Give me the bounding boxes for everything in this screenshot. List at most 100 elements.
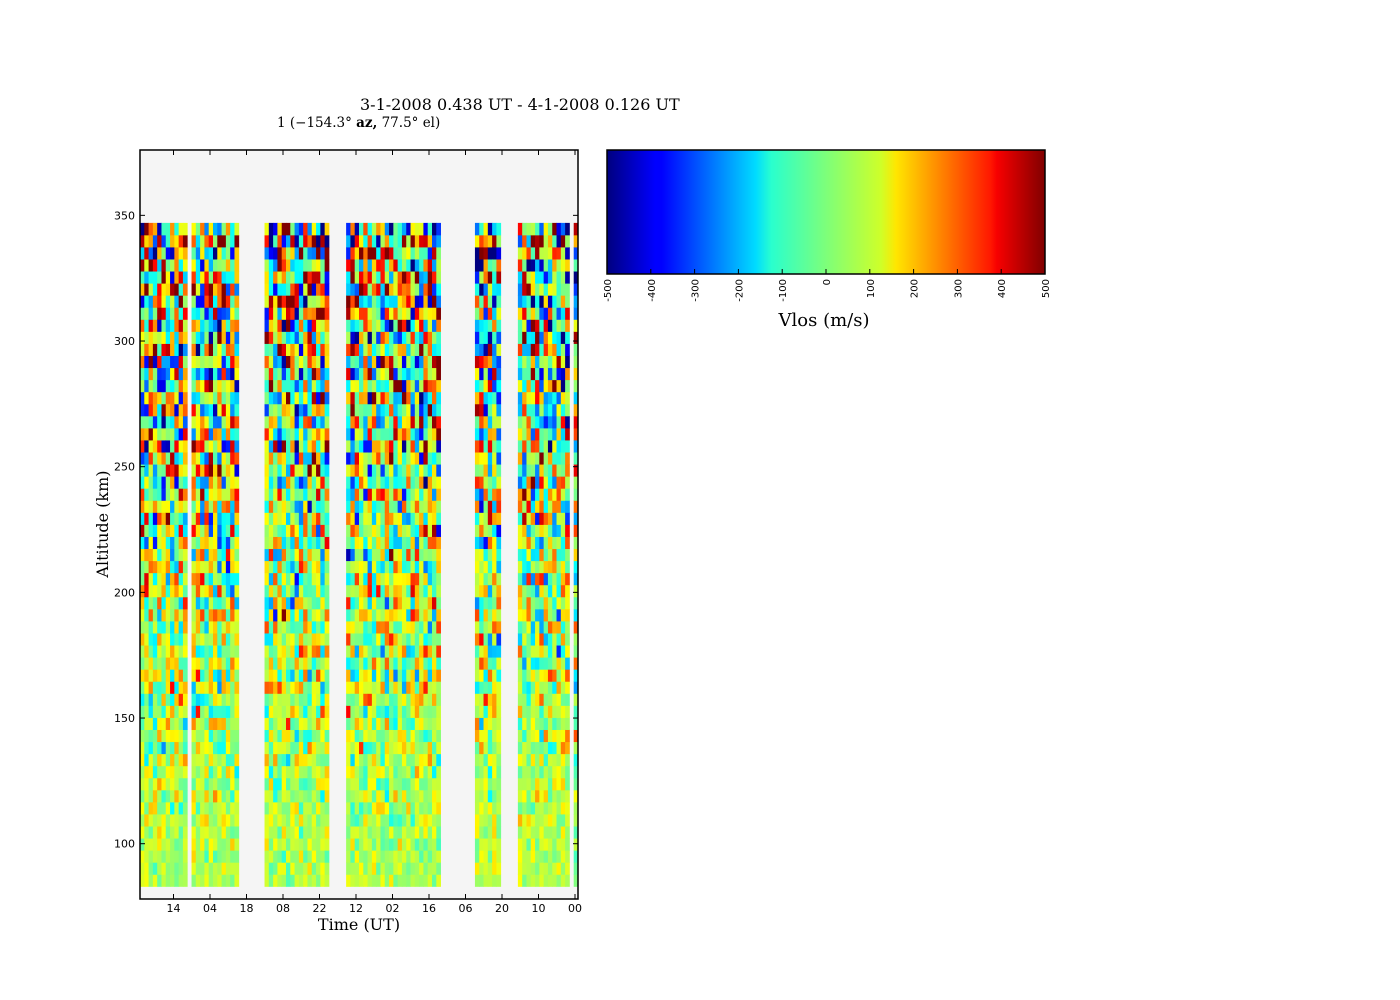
- heatmap-cell: [483, 705, 489, 718]
- heatmap-cell: [354, 548, 360, 562]
- heatmap-cell: [165, 801, 171, 815]
- heatmap-cell: [376, 307, 381, 320]
- heatmap-cell: [290, 560, 295, 574]
- heatmap-cell: [165, 283, 171, 296]
- heatmap-cell: [376, 367, 381, 381]
- heatmap-cell: [543, 850, 549, 863]
- heatmap-cell: [565, 247, 570, 260]
- heatmap-cell: [208, 464, 214, 477]
- heatmap-cell: [423, 440, 429, 453]
- heatmap-cell: [157, 379, 162, 393]
- heatmap-cell: [543, 488, 549, 501]
- heatmap-cell: [294, 874, 300, 887]
- heatmap-cell: [496, 850, 502, 863]
- heatmap-cell: [174, 729, 180, 743]
- heatmap-cell: [354, 512, 360, 525]
- heatmap-cell: [204, 705, 210, 718]
- heatmap-cell: [294, 259, 300, 272]
- heatmap-cell: [303, 331, 308, 344]
- heatmap-cell: [367, 331, 373, 344]
- heatmap-cell: [350, 476, 356, 489]
- heatmap-cell: [191, 681, 197, 694]
- heatmap-cell: [522, 560, 527, 574]
- heatmap-cell: [290, 307, 295, 320]
- heatmap-cell: [401, 657, 407, 670]
- heatmap-cell: [157, 729, 162, 743]
- heatmap-cell: [406, 222, 411, 236]
- heatmap-cell: [311, 524, 317, 537]
- heatmap-cell: [487, 801, 493, 815]
- y-tick-label: 250: [114, 461, 135, 474]
- heatmap-cell: [530, 222, 536, 236]
- heatmap-cell: [552, 283, 557, 296]
- heatmap-cell: [543, 271, 549, 284]
- heatmap-cell: [140, 222, 145, 236]
- heatmap-cell: [573, 488, 579, 501]
- heatmap-cell: [307, 464, 313, 477]
- heatmap-cell: [530, 307, 536, 320]
- heatmap-cell: [174, 247, 180, 260]
- heatmap-cell: [264, 283, 270, 296]
- heatmap-cell: [419, 247, 424, 260]
- heatmap-cell: [208, 271, 214, 284]
- heatmap-cell: [363, 331, 368, 344]
- heatmap-cell: [530, 259, 536, 272]
- heatmap-cell: [406, 765, 411, 779]
- heatmap-cell: [281, 765, 287, 779]
- heatmap-cell: [140, 319, 145, 332]
- heatmap-cell: [217, 814, 222, 827]
- heatmap-cell: [307, 814, 313, 827]
- heatmap-cell: [157, 464, 162, 477]
- x-tick-label: 00: [568, 902, 582, 915]
- heatmap-cell: [230, 693, 235, 706]
- heatmap-cell: [273, 283, 278, 296]
- heatmap-cell: [427, 801, 433, 815]
- heatmap-cell: [522, 584, 527, 598]
- heatmap-cell: [174, 862, 180, 875]
- heatmap-cell: [200, 247, 205, 260]
- heatmap-cell: [217, 862, 222, 875]
- heatmap-cell: [152, 403, 158, 417]
- heatmap-cell: [195, 850, 201, 863]
- heatmap-cell: [264, 717, 270, 730]
- heatmap-cell: [350, 536, 356, 550]
- heatmap-cell: [517, 801, 523, 815]
- heatmap-cell: [573, 271, 579, 284]
- heatmap-cell: [225, 548, 231, 562]
- heatmap-cell: [530, 548, 536, 562]
- heatmap-cell: [543, 464, 549, 477]
- heatmap-cell: [191, 765, 197, 779]
- heatmap-cell: [234, 681, 240, 694]
- heatmap-cell: [517, 247, 523, 260]
- heatmap-cell: [496, 621, 502, 634]
- heatmap-cell: [410, 355, 416, 369]
- heatmap-cell: [221, 850, 227, 863]
- heatmap-cell: [178, 391, 184, 405]
- heatmap-cell: [178, 838, 184, 851]
- heatmap-cell: [182, 488, 188, 501]
- x-tick-label: 02: [386, 902, 400, 915]
- heatmap-cell: [148, 283, 154, 296]
- heatmap-cell: [367, 440, 373, 453]
- heatmap-cell: [148, 801, 154, 815]
- heatmap-cell: [560, 596, 566, 610]
- heatmap-cell: [178, 415, 184, 429]
- heatmap-cell: [170, 488, 175, 501]
- heatmap-cell: [565, 464, 570, 477]
- heatmap-cell: [517, 440, 523, 453]
- heatmap-cell: [307, 307, 313, 320]
- heatmap-cell: [221, 826, 227, 839]
- heatmap-cell: [182, 801, 188, 815]
- heatmap-cell: [324, 693, 330, 706]
- heatmap-cell: [419, 234, 424, 248]
- heatmap-cell: [182, 512, 188, 525]
- heatmap-cell: [298, 283, 304, 296]
- heatmap-cell: [148, 440, 154, 453]
- heatmap-cell: [427, 717, 433, 730]
- heatmap-cell: [414, 259, 420, 272]
- heatmap-cell: [307, 427, 313, 441]
- heatmap-cell: [397, 488, 403, 501]
- heatmap-cell: [410, 524, 416, 537]
- heatmap-cell: [191, 379, 197, 393]
- heatmap-cell: [204, 524, 210, 537]
